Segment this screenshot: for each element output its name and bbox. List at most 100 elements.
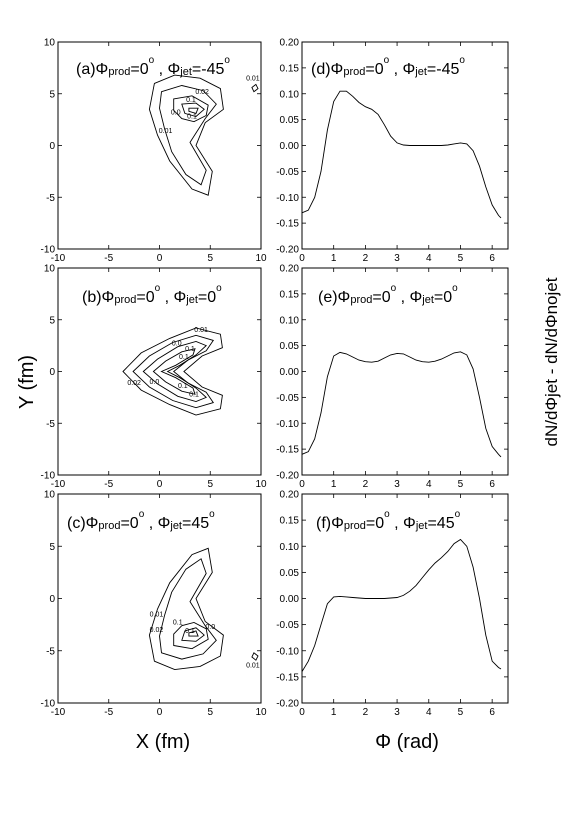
x-axis-label-right: Φ (rad) [375, 731, 439, 753]
x-tick-label-d: 5 [458, 253, 464, 264]
panel-letter: (e)Φ [318, 289, 350, 306]
contour-line-b [152, 348, 196, 395]
prod-value: =0 [136, 289, 154, 306]
contour-label-c: 0.02 [150, 627, 164, 634]
x-tick-label-c: 10 [255, 707, 267, 718]
y-tick-label-b: -10 [41, 471, 56, 482]
y-tick-label-c: 0 [49, 594, 55, 605]
y-tick-label-c: 10 [44, 490, 56, 501]
contour-line-c [188, 630, 199, 637]
panel-title-a: (a)Φprod=0o , Φjet=-45o [76, 55, 230, 78]
y-tick-label-d: 0.15 [280, 63, 300, 74]
comma-phi: , Φ [154, 61, 180, 78]
y-tick-label-e: 0.10 [280, 315, 300, 326]
y-tick-label-f: 0.10 [280, 542, 300, 553]
contour-line-a [181, 102, 205, 117]
contour-label-b: 0.1 [189, 391, 199, 398]
y-tick-label-e: 0.00 [280, 367, 300, 378]
prod-value: =0 [366, 515, 384, 532]
comma-phi: , Φ [160, 289, 186, 306]
y-tick-label-b: 10 [44, 264, 56, 275]
jet-value: =0 [198, 289, 216, 306]
degree-sign: o [452, 283, 458, 294]
x-tick-label-e: 2 [363, 479, 369, 490]
subscript-jet: jet [414, 66, 427, 78]
x-tick-label-e: 4 [426, 479, 432, 490]
contour-line-b [132, 334, 215, 409]
comma-phi: , Φ [390, 515, 416, 532]
x-tick-label-d: 1 [331, 253, 337, 264]
contour-label-b: 0.0 [150, 379, 160, 386]
degree-sign: o [459, 55, 465, 66]
jet-value: =45 [427, 515, 454, 532]
prod-value: =0 [365, 61, 383, 78]
subscript-jet: jet [415, 520, 428, 532]
x-axis-label-left: X (fm) [136, 731, 190, 753]
y-tick-label-e: -0.10 [276, 419, 299, 430]
contour-line-b [142, 341, 208, 402]
panel-title-b: (b)Φprod=0o , Φjet=0o [82, 283, 222, 306]
contour-line-b [122, 327, 223, 416]
y-tick-label-c: -5 [46, 646, 55, 657]
contour-label-c: 0.01 [150, 611, 164, 618]
panel-a: -10 -5 0 5 10 -10 -5 0 5 10 0.02 0.0 0.01 0.1 0.1 0.01 (… [41, 38, 267, 265]
jet-value: =-45 [427, 61, 460, 78]
subscript-prod: prod [350, 294, 372, 306]
contour-label-a: 0.1 [186, 97, 196, 104]
contour-line-a [251, 83, 259, 93]
x-tick-label-e: 0 [299, 479, 305, 490]
x-tick-label-f: 6 [489, 707, 495, 718]
contour-line-c [251, 652, 259, 661]
contour-line-a [173, 95, 209, 123]
degree-sign: o [384, 509, 390, 520]
y-tick-label-d: 0.00 [280, 141, 300, 152]
degree-sign: o [149, 55, 155, 66]
subscript-jet: jet [169, 520, 182, 532]
y-tick-label-e: 0.15 [280, 289, 300, 300]
y-tick-label-f: -0.20 [276, 699, 299, 710]
jet-value: =-45 [192, 61, 225, 78]
y-tick-label-b: -5 [46, 419, 55, 430]
contour-line-a [159, 85, 217, 186]
data-line-d [301, 90, 502, 219]
panel-d: -0.20 -0.15 -0.10 -0.05 0.00 0.05 0.10 0.15 0.20… [276, 38, 509, 264]
degree-sign: o [209, 509, 215, 520]
x-tick-label-b: 10 [255, 479, 267, 490]
y-tick-label-d: -0.15 [276, 219, 299, 230]
contour-label-a: 0.02 [195, 89, 209, 96]
degree-sign: o [139, 509, 145, 520]
y-tick-label-a: 0 [49, 141, 55, 152]
x-tick-label-f: 4 [426, 707, 432, 718]
x-tick-label-a: 10 [255, 253, 267, 264]
x-tick-label-e: 3 [394, 479, 400, 490]
x-tick-label-d: 2 [363, 253, 369, 264]
x-tick-label-e: 5 [458, 479, 464, 490]
x-tick-label-e: 6 [489, 479, 495, 490]
y-tick-label-b: 0 [49, 367, 55, 378]
contour-label-a: 0.01 [246, 75, 260, 82]
degree-sign: o [384, 55, 390, 66]
comma-phi: , Φ [144, 515, 170, 532]
contour-label-b: 0.1 [185, 346, 195, 353]
data-line-f [301, 538, 502, 672]
x-tick-label-b: -5 [104, 479, 113, 490]
panel-title-f: (f)Φprod=0o , Φjet=45o [316, 509, 461, 532]
subscript-jet: jet [179, 66, 192, 78]
degree-sign: o [391, 283, 397, 294]
x-tick-label-d: 3 [394, 253, 400, 264]
y-tick-label-f: 0.05 [280, 568, 300, 579]
x-tick-label-f: 1 [331, 707, 337, 718]
x-tick-label-b: 5 [207, 479, 213, 490]
y-tick-label-c: -10 [41, 699, 56, 710]
y-tick-label-f: 0.15 [280, 516, 300, 527]
y-tick-label-d: 0.10 [280, 89, 300, 100]
subscript-prod: prod [108, 66, 130, 78]
contour-line-c [159, 558, 217, 660]
y-tick-label-e: -0.15 [276, 445, 299, 456]
y-tick-label-e: 0.20 [280, 264, 300, 275]
subscript-prod: prod [343, 66, 365, 78]
y-tick-label-f: -0.05 [276, 620, 299, 631]
y-tick-label-a: -10 [41, 245, 56, 256]
